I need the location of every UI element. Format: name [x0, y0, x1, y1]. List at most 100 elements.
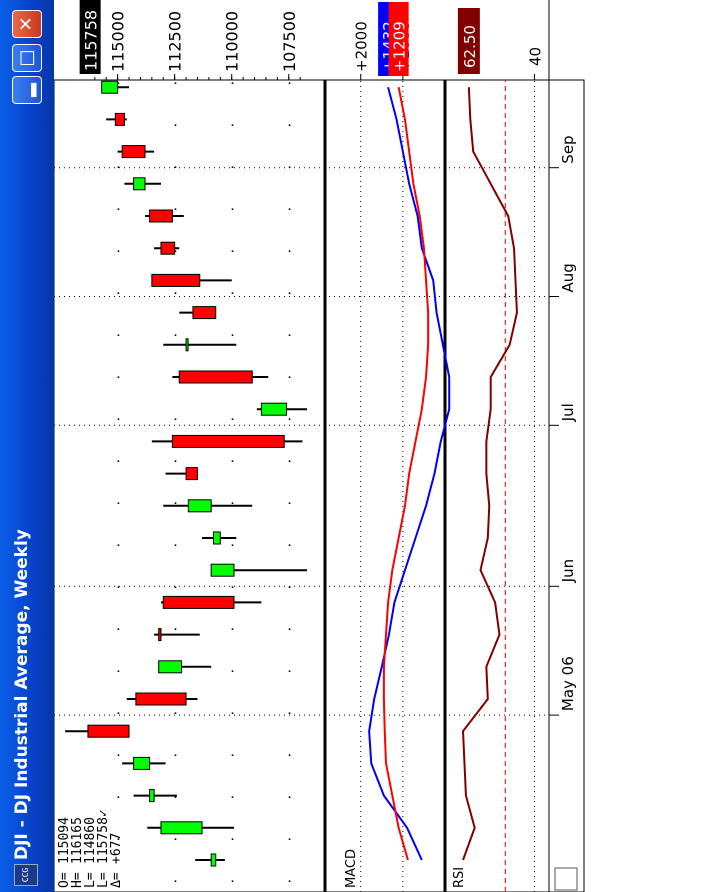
price-tick-label: 107500 — [280, 11, 299, 72]
grid-dot — [231, 124, 234, 126]
grid-dot — [174, 124, 177, 126]
grid-dot — [174, 838, 177, 840]
minimize-icon[interactable]: ▂ — [12, 76, 42, 104]
price-panel — [65, 80, 308, 867]
last-price-label: 115758 — [82, 10, 101, 71]
candle-body — [171, 434, 285, 448]
grid-dot — [288, 292, 291, 294]
candle-body — [149, 209, 173, 223]
grid-dot — [117, 628, 120, 630]
grid-dot — [117, 670, 120, 672]
grid-dot — [117, 208, 120, 210]
macd-value-label: +1209 — [391, 21, 409, 72]
grid-dot — [231, 208, 234, 210]
ohlc-label: H= — [70, 872, 85, 888]
candle-body — [133, 177, 146, 191]
grid-dot — [231, 544, 234, 546]
grid-dot — [174, 712, 177, 714]
candle-body — [160, 821, 203, 835]
grid-dot — [231, 880, 234, 882]
grid-dot — [117, 460, 120, 462]
x-tick-label: May 06 — [559, 656, 577, 711]
grid-dot — [288, 628, 291, 630]
title-bar[interactable]: CCG DJI - DJ Industrial Average, Weekly … — [0, 0, 54, 892]
grid-dot — [231, 82, 234, 84]
grid-dot — [117, 796, 120, 798]
grid-dot — [231, 166, 234, 168]
candle-body — [135, 692, 187, 706]
plot-border — [53, 79, 585, 892]
rsi-series-line — [462, 87, 518, 861]
rsi-panel: RSI — [452, 80, 535, 892]
grid-dot — [117, 166, 120, 168]
grid-dot — [174, 544, 177, 546]
grid-dot — [231, 292, 234, 294]
grid-dot — [231, 250, 234, 252]
rsi-value-label: 62.50 — [461, 25, 479, 68]
grid-dot — [288, 754, 291, 756]
grid-dot — [174, 586, 177, 588]
ohlc-value: +677 — [109, 833, 124, 864]
price-tick-label: 115000 — [109, 11, 128, 72]
grid-dot — [117, 376, 120, 378]
ohlc-label: Δ= — [109, 872, 124, 888]
grid-dot — [117, 502, 120, 504]
grid-dot — [117, 292, 120, 294]
candle-body — [101, 80, 119, 94]
grid-dot — [174, 502, 177, 504]
grid-dot — [288, 796, 291, 798]
candle-body — [114, 112, 125, 126]
grid-dot — [174, 82, 177, 84]
right-axis: 115000112500110000107500115758+2000+1000… — [79, 0, 544, 80]
grid-dot — [288, 418, 291, 420]
grid-dot — [174, 796, 177, 798]
candle-body — [192, 306, 217, 320]
grid-dot — [117, 712, 120, 714]
candle-body — [187, 499, 212, 513]
ohlc-value: 114860 — [83, 817, 98, 864]
chart-svg[interactable]: MACD RSI 115000 112500 110000 107500 115758 +… — [53, 0, 728, 892]
candle-body — [178, 370, 253, 384]
macd-tick-label: +2000 — [353, 21, 371, 72]
candle-body — [133, 756, 151, 770]
grid-dot — [231, 796, 234, 798]
candle-body — [149, 789, 155, 803]
grid-dot — [117, 250, 120, 252]
rsi-value-badge — [457, 8, 480, 74]
grid-dot — [288, 712, 291, 714]
grid-dot — [174, 292, 177, 294]
chart-area: MACD RSI 115000 112500 110000 107500 115758 +… — [53, 0, 728, 892]
candle-body — [160, 241, 176, 255]
grid-dot — [117, 418, 120, 420]
grid-dot — [288, 880, 291, 882]
grid-dot — [231, 670, 234, 672]
window-title: DJI - DJ Industrial Average, Weekly — [12, 529, 32, 860]
grid-dot — [174, 880, 177, 882]
grid-dot — [288, 544, 291, 546]
grid-dot — [117, 754, 120, 756]
grid-dot — [174, 418, 177, 420]
grid-dot — [174, 166, 177, 168]
grid-dot — [117, 838, 120, 840]
grid-dot — [288, 334, 291, 336]
ohlc-label: L= — [83, 872, 98, 888]
candle-body — [121, 145, 146, 159]
x-tick-label: Sep — [559, 135, 577, 163]
ohlc-value: 116165 — [70, 817, 85, 864]
candle-body — [87, 724, 130, 738]
grid-dot — [288, 376, 291, 378]
macd-label: MACD — [344, 849, 359, 888]
grid-dot — [231, 586, 234, 588]
maximize-icon[interactable]: □ — [12, 44, 42, 72]
x-tick-label: Aug — [559, 263, 577, 292]
close-icon[interactable]: ✕ — [12, 10, 42, 38]
app-icon[interactable]: CCG — [14, 864, 38, 886]
candle-body — [158, 660, 183, 674]
grid-dot — [288, 250, 291, 252]
grid-dot — [174, 754, 177, 756]
grid-dot — [174, 334, 177, 336]
scroll-corner — [554, 867, 578, 891]
grid-dot — [288, 208, 291, 210]
